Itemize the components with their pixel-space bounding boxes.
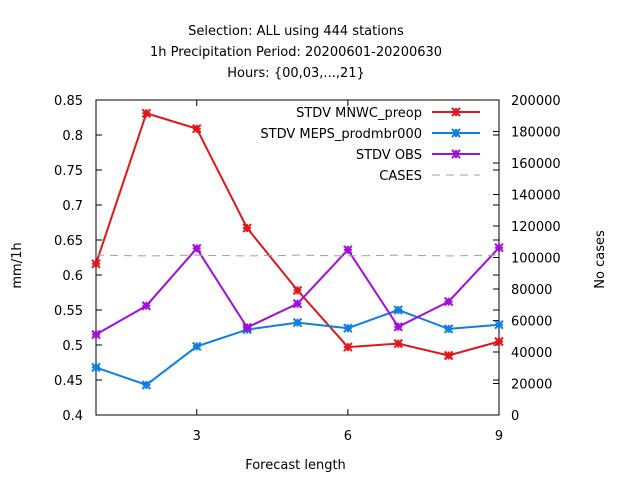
- data-point: [192, 341, 202, 352]
- series-layer: [91, 108, 504, 390]
- y2-tick-label: 200000: [511, 94, 561, 109]
- x-tick-label: 6: [344, 429, 352, 444]
- y2-tick-label: 100000: [511, 252, 561, 267]
- data-point: [91, 329, 101, 340]
- axes: 0.4 0.45 0.5 0.55 0.6 0.65 0.7 0.75 0.8 0.85 0 2000…: [10, 94, 608, 473]
- legend: STDV MNWC_preop STDV MEPS_prodmbr000 STDV …: [260, 106, 480, 184]
- y2-tick-label: 140000: [511, 189, 561, 204]
- data-point: [192, 243, 202, 254]
- data-point: [494, 336, 504, 347]
- data-point: [343, 323, 353, 333]
- y2-tick-label: 0: [511, 409, 519, 424]
- legend-marker: [451, 107, 461, 117]
- data-point: [91, 259, 101, 269]
- data-point: [141, 108, 152, 119]
- data-point: [242, 223, 252, 233]
- y-tick-label: 0.4: [62, 409, 83, 424]
- y2-tick-label: 160000: [511, 157, 561, 172]
- y-tick-label: 0.65: [54, 234, 83, 249]
- x-axis-label: Forecast length: [245, 458, 346, 473]
- data-point: [443, 324, 454, 334]
- y-tick-label: 0.6: [62, 269, 83, 284]
- data-point: [393, 338, 403, 349]
- data-point: [192, 123, 202, 134]
- legend-label: STDV MNWC_preop: [296, 106, 422, 121]
- y-tick-label: 0.55: [54, 304, 83, 319]
- y2-tick-label: 120000: [511, 220, 561, 235]
- series-3: [95, 254, 500, 257]
- series-0: [91, 108, 504, 361]
- y2-axis-label: No cases: [593, 230, 608, 289]
- y2-tick-label: 60000: [511, 315, 552, 330]
- y-tick-label: 0.85: [54, 94, 83, 109]
- series-1: [91, 305, 504, 390]
- y-tick-label: 0.5: [62, 339, 83, 354]
- data-point: [494, 319, 504, 330]
- plot-frame: [95, 99, 500, 416]
- y-axis-label: mm/1h: [10, 242, 25, 288]
- data-point: [494, 242, 504, 253]
- y-tick-label: 0.8: [62, 129, 83, 144]
- data-point: [292, 317, 303, 328]
- data-point: [141, 301, 152, 311]
- data-point: [343, 342, 353, 352]
- data-point: [393, 305, 403, 315]
- y2-tick-label: 180000: [511, 126, 561, 141]
- data-point: [91, 362, 101, 373]
- x-tick-label: 3: [193, 429, 201, 444]
- legend-label: STDV MEPS_prodmbr000: [260, 127, 422, 142]
- legend-marker: [451, 128, 461, 138]
- data-point: [141, 380, 152, 390]
- y-tick-label: 0.7: [62, 199, 83, 214]
- y2-tick-label: 40000: [511, 346, 552, 361]
- legend-marker: [451, 149, 461, 159]
- chart-title: Selection: ALL using 444 stations 1h Prec…: [150, 24, 442, 81]
- x-tick-label: 9: [495, 429, 503, 444]
- data-point: [292, 298, 303, 309]
- data-point: [242, 322, 252, 333]
- y-tick-label: 0.45: [54, 374, 83, 389]
- y-tick-label: 0.75: [54, 164, 83, 179]
- data-point: [443, 296, 454, 307]
- legend-label: STDV OBS: [356, 148, 422, 163]
- y2-tick-label: 20000: [511, 378, 552, 393]
- title-line: 1h Precipitation Period: 20200601-202006…: [150, 45, 442, 60]
- legend-label: CASES: [379, 169, 422, 184]
- data-point: [393, 322, 403, 332]
- title-line: Hours: {00,03,...,21}: [227, 66, 365, 81]
- data-point: [292, 285, 303, 296]
- cases-line: [95, 254, 500, 257]
- title-line: Selection: ALL using 444 stations: [188, 24, 404, 39]
- y2-tick-label: 80000: [511, 283, 552, 298]
- data-point: [443, 350, 454, 361]
- series-2: [91, 242, 504, 340]
- data-point: [343, 245, 353, 255]
